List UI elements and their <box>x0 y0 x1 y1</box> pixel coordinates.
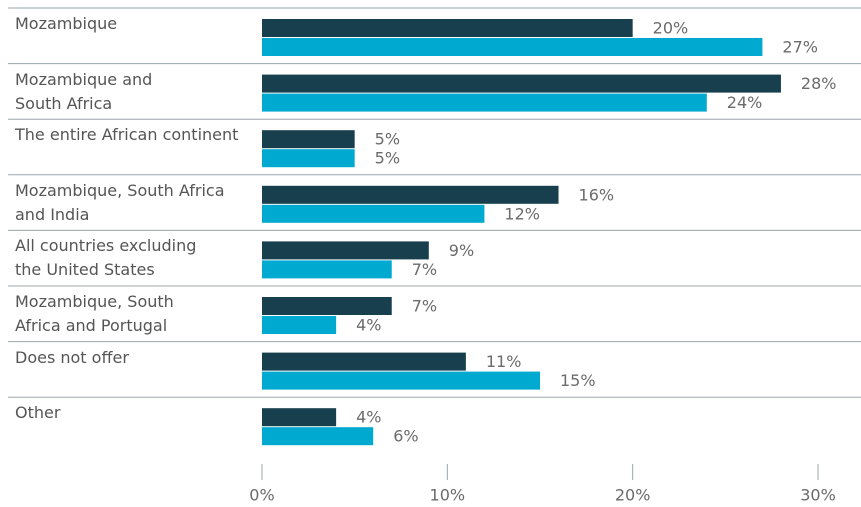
category-label: Other <box>15 403 61 423</box>
category-label: Mozambique, South Africa and Portugal <box>15 292 174 335</box>
value-label: 27% <box>782 38 818 57</box>
bar <box>262 74 781 93</box>
bar <box>262 93 707 112</box>
bar <box>262 352 466 371</box>
category-label: Mozambique, South Africa and India <box>15 180 225 224</box>
value-label: 4% <box>356 408 381 427</box>
bar <box>262 204 485 223</box>
bar <box>262 130 355 149</box>
value-label: 6% <box>393 427 418 446</box>
category-label: Mozambique and South Africa <box>15 69 153 113</box>
category-label: All countries excluding the United State… <box>15 236 197 280</box>
bar <box>262 316 337 334</box>
value-label: 5% <box>375 130 400 149</box>
value-label: 5% <box>375 149 400 168</box>
value-label: 4% <box>356 316 381 335</box>
value-label: 11% <box>486 352 522 371</box>
x-tick-label: 30% <box>800 486 836 505</box>
value-label: 7% <box>412 260 437 279</box>
bar <box>262 185 559 204</box>
bar <box>262 241 429 260</box>
bar <box>262 19 633 37</box>
value-label: 9% <box>449 241 474 260</box>
bar <box>262 297 392 315</box>
value-label: 7% <box>412 297 437 316</box>
value-label: 16% <box>579 185 615 204</box>
x-tick-label: 0% <box>249 486 274 505</box>
bar <box>262 149 355 168</box>
bar <box>262 38 763 56</box>
value-label: 20% <box>653 19 689 38</box>
x-tick-label: 20% <box>615 486 651 505</box>
bar <box>262 427 374 446</box>
category-label: Mozambique <box>15 14 118 33</box>
bar <box>262 260 392 279</box>
value-label: 28% <box>801 74 837 93</box>
x-tick-label: 10% <box>430 486 466 505</box>
value-label: 15% <box>560 371 596 390</box>
bar <box>262 408 337 427</box>
value-label: 12% <box>504 204 540 223</box>
category-label: Does not offer <box>15 347 129 367</box>
bar <box>262 371 540 390</box>
value-label: 24% <box>727 93 763 112</box>
category-label: The entire African continent <box>15 125 239 145</box>
